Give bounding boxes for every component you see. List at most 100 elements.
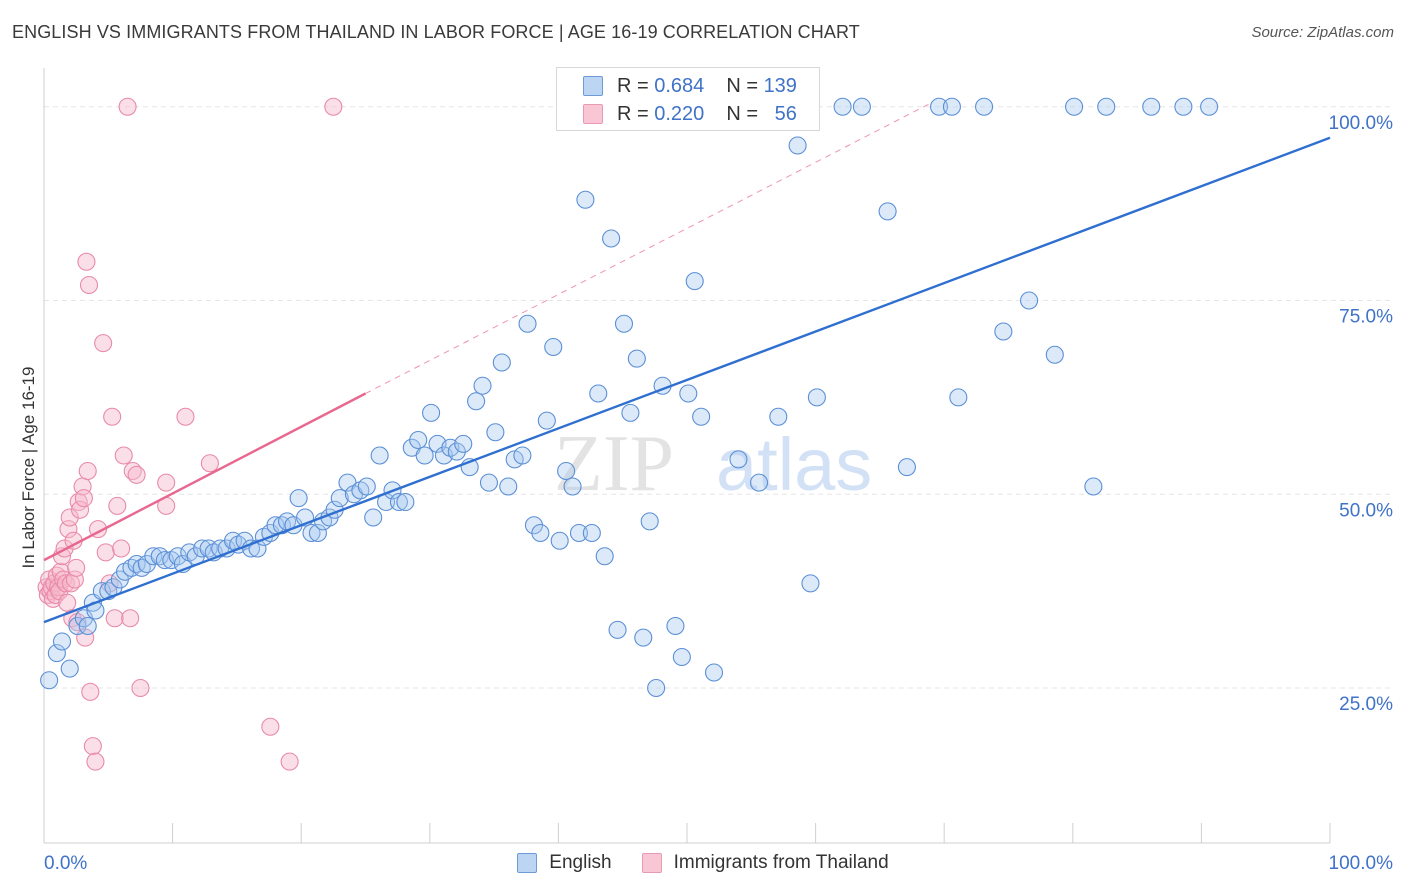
english-point bbox=[499, 477, 518, 496]
stats-legend: R = 0.684 N = 139 R = 0.220 N = 56 bbox=[556, 67, 820, 131]
thai-swatch-icon bbox=[641, 853, 662, 873]
english-point bbox=[330, 489, 349, 508]
legend-row-thai: R = 0.220 N = 56 bbox=[583, 101, 797, 127]
english-point bbox=[513, 446, 532, 465]
thai-point bbox=[86, 752, 105, 771]
english-point bbox=[614, 314, 634, 333]
english-point bbox=[852, 97, 871, 116]
english-point bbox=[78, 616, 97, 636]
english-point bbox=[531, 523, 550, 543]
english-point bbox=[640, 512, 659, 531]
legend-n-value: 139 bbox=[763, 74, 797, 97]
english-point bbox=[40, 671, 59, 690]
thai-point bbox=[103, 407, 122, 426]
english-point bbox=[595, 547, 614, 566]
english-swatch-icon bbox=[583, 76, 603, 96]
y-axis-label: In Labor Force | Age 16-19 bbox=[19, 367, 38, 569]
english-point bbox=[692, 407, 711, 426]
legend-r-value: 0.684 bbox=[654, 74, 705, 97]
english-point bbox=[608, 620, 627, 639]
watermark: ZIP atlas bbox=[554, 420, 872, 508]
english-point bbox=[602, 229, 621, 248]
english-point bbox=[47, 644, 66, 663]
english-point bbox=[60, 659, 79, 678]
legend-item-thai[interactable]: Immigrants from Thailand bbox=[641, 852, 889, 874]
english-point bbox=[467, 392, 486, 411]
english-point bbox=[647, 678, 666, 698]
english-point bbox=[878, 202, 897, 221]
english-point bbox=[975, 97, 994, 116]
english-point bbox=[473, 376, 492, 395]
english-point bbox=[833, 97, 852, 116]
english-point bbox=[537, 411, 556, 430]
y-tick-label: 50.0% bbox=[1339, 500, 1393, 521]
english-point bbox=[422, 403, 441, 422]
thai-point bbox=[121, 609, 140, 628]
english-point bbox=[144, 547, 163, 566]
thai-trend-extension bbox=[365, 102, 932, 394]
watermark-atlas: atlas bbox=[716, 423, 872, 506]
english-point bbox=[415, 446, 434, 465]
english-point bbox=[769, 407, 788, 426]
english-point bbox=[1097, 97, 1116, 116]
thai-point bbox=[157, 473, 176, 492]
english-point bbox=[302, 523, 321, 543]
english-point bbox=[576, 190, 595, 209]
english-point bbox=[409, 430, 428, 450]
legend-r-label: R = bbox=[617, 74, 649, 97]
english-point bbox=[634, 628, 653, 647]
english-point bbox=[389, 492, 408, 512]
legend-item-english[interactable]: English bbox=[517, 852, 612, 874]
english-point bbox=[557, 461, 576, 481]
english-point bbox=[550, 531, 569, 550]
thai-point bbox=[65, 570, 84, 589]
thai-point bbox=[94, 334, 113, 353]
english-point bbox=[801, 574, 820, 593]
english-point bbox=[357, 477, 376, 496]
english-point bbox=[679, 384, 698, 403]
legend-n-label: N = bbox=[726, 74, 758, 97]
source-label: Source: ZipAtlas.com bbox=[1251, 24, 1394, 41]
english-point bbox=[666, 616, 685, 636]
english-point bbox=[621, 403, 640, 422]
thai-point bbox=[105, 609, 124, 628]
english-point bbox=[685, 272, 704, 291]
thai-point bbox=[324, 97, 343, 116]
thai-point bbox=[112, 539, 131, 558]
english-point bbox=[788, 136, 807, 155]
legend-n-value: 56 bbox=[774, 102, 797, 125]
english-point bbox=[486, 423, 505, 442]
thai-point bbox=[78, 461, 97, 481]
english-point bbox=[193, 539, 212, 558]
english-point bbox=[1174, 97, 1193, 116]
english-point bbox=[749, 473, 769, 492]
thai-point bbox=[280, 752, 299, 771]
x-tick-label: 0.0% bbox=[44, 853, 87, 874]
english-point bbox=[563, 477, 582, 496]
english-point bbox=[704, 663, 724, 682]
legend-row-english: R = 0.684 N = 139 bbox=[583, 73, 797, 99]
english-trend-line bbox=[43, 136, 1331, 624]
english-point bbox=[1142, 97, 1161, 116]
thai-point bbox=[83, 737, 102, 756]
english-point bbox=[942, 97, 961, 116]
english-point bbox=[364, 508, 383, 527]
english-point bbox=[479, 473, 499, 492]
english-point bbox=[1045, 345, 1064, 364]
thai-point bbox=[176, 407, 195, 426]
y-tick-label: 25.0% bbox=[1339, 694, 1393, 715]
points-english bbox=[40, 97, 1219, 698]
thai-point bbox=[60, 508, 79, 527]
english-point bbox=[396, 492, 415, 512]
thai-point bbox=[79, 275, 99, 295]
thai-point bbox=[200, 454, 219, 473]
thai-point bbox=[74, 489, 93, 508]
thai-point bbox=[58, 593, 77, 612]
english-point bbox=[994, 322, 1013, 341]
thai-point bbox=[114, 446, 133, 465]
english-point bbox=[949, 388, 968, 407]
axis-layer bbox=[43, 68, 1331, 844]
series-legend: English Immigrants from Thailand bbox=[0, 852, 1406, 874]
thai-point bbox=[81, 682, 100, 701]
